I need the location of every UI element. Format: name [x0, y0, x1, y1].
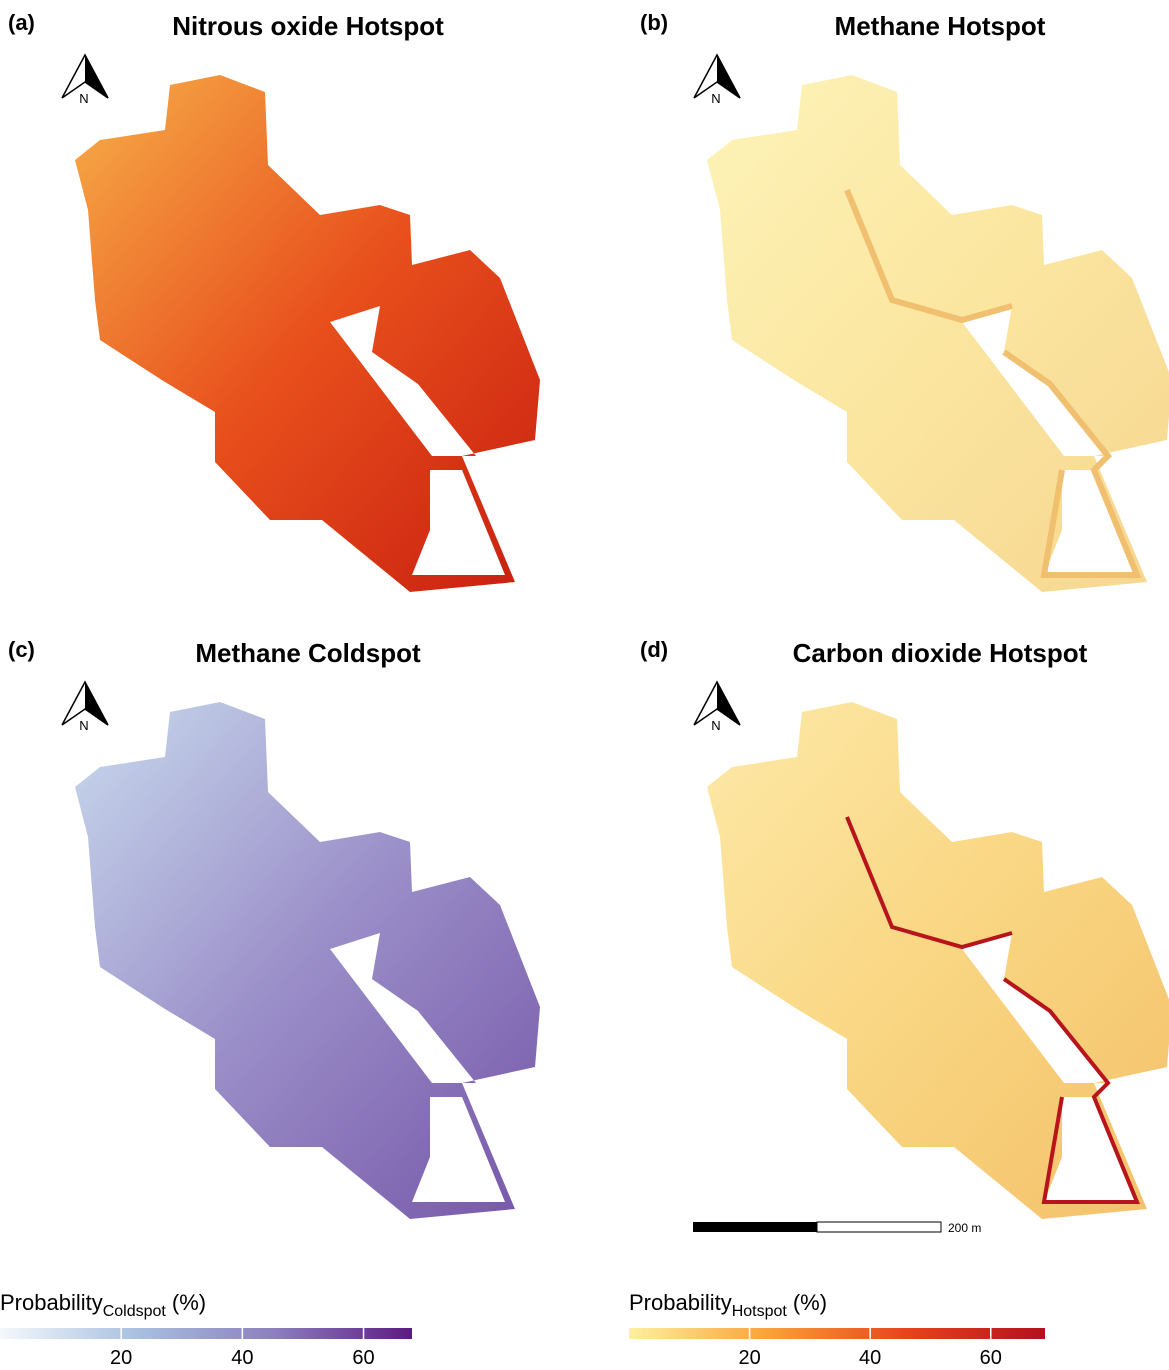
- panel-title: Methane Coldspot: [195, 638, 421, 668]
- panel: (b) Methane Hotspot N: [640, 10, 1169, 592]
- north-label: N: [79, 91, 88, 106]
- panel-title: Carbon dioxide Hotspot: [793, 638, 1088, 668]
- tick-label: 60: [352, 1347, 374, 1369]
- panel: (d) Carbon dioxide Hotspot N: [640, 637, 1169, 1219]
- scale-bar-label: 200 m: [948, 1221, 981, 1235]
- legend-title: ProbabilityHotspot (%): [629, 1290, 827, 1320]
- legend-unit: (%): [172, 1290, 206, 1315]
- tick-label: 20: [110, 1347, 132, 1369]
- colorbar: [0, 1328, 412, 1339]
- north-label: N: [711, 718, 720, 733]
- tick-label: 60: [980, 1347, 1002, 1369]
- panel-title: Methane Hotspot: [835, 11, 1046, 41]
- panel-label: (a): [8, 10, 35, 35]
- legend-unit: (%): [793, 1290, 827, 1315]
- panel-label: (d): [640, 637, 668, 662]
- figure: (a) Nitrous oxide Hotspot N (b) Methane Hots…: [0, 0, 1169, 1370]
- map-area: [707, 702, 1169, 1219]
- tick-label: 40: [859, 1347, 881, 1369]
- scale-bar-white: [817, 1222, 941, 1232]
- panel: (c) Methane Coldspot N: [8, 637, 540, 1219]
- tick-label: 20: [738, 1347, 760, 1369]
- map-area: [75, 702, 540, 1219]
- legend-title: ProbabilityColdspot (%): [0, 1290, 206, 1320]
- north-label: N: [79, 718, 88, 733]
- legend-title-sub: Hotspot: [732, 1303, 788, 1320]
- north-label: N: [711, 91, 720, 106]
- map-area: [75, 75, 540, 592]
- legend-title-sub: Coldspot: [103, 1303, 167, 1320]
- map-area: [707, 75, 1169, 592]
- legend-title-main: Probability: [629, 1290, 732, 1315]
- panel: (a) Nitrous oxide Hotspot N: [8, 10, 540, 592]
- legend-title-main: Probability: [0, 1290, 103, 1315]
- panel-title: Nitrous oxide Hotspot: [172, 11, 444, 41]
- panel-label: (c): [8, 637, 35, 662]
- scale-bar-black: [693, 1222, 817, 1232]
- colorbar: [629, 1328, 1045, 1339]
- tick-label: 40: [231, 1347, 253, 1369]
- panel-label: (b): [640, 10, 668, 35]
